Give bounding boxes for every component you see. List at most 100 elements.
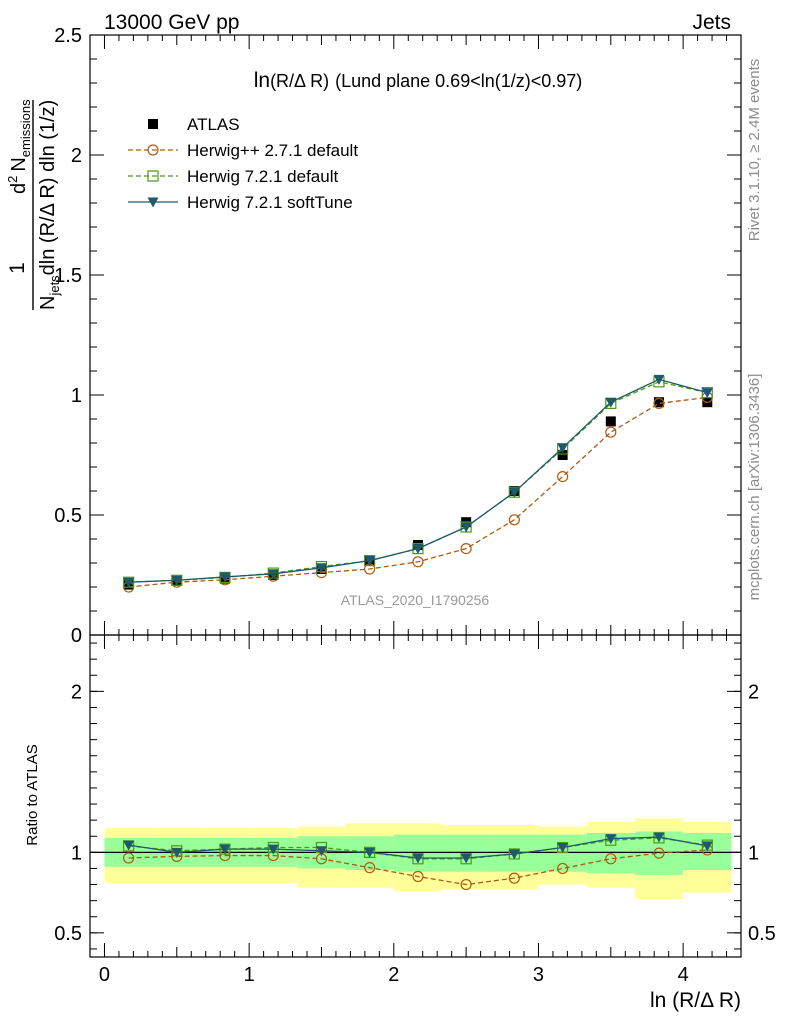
- ratio-point-soft: [219, 844, 231, 855]
- ratio-ytick-label-right: 1: [748, 842, 759, 864]
- mcplots-label: mcplots.cern.ch [arXiv:1306.3436]: [746, 374, 763, 601]
- main-point-herwigpp: [557, 471, 569, 483]
- main-ytick-label: 0.5: [54, 505, 82, 527]
- ratio-xtick-label: 1: [244, 964, 255, 986]
- ylabel-d: d: [8, 183, 30, 194]
- legend-label-atlas: ATLAS: [187, 115, 240, 134]
- ylabel-njets-n: N: [37, 296, 59, 310]
- ratio-ytick-label-right: 2: [748, 681, 759, 703]
- legend-label-h721: Herwig 7.2.1 default: [187, 167, 338, 186]
- ratio-ytick-label: 2: [71, 681, 82, 703]
- ratio-band-inner: [393, 834, 442, 872]
- ratio-frame: [89, 634, 742, 958]
- main-point-soft: [171, 575, 183, 586]
- plot-title-main: ln: [254, 69, 270, 92]
- ratio-point-herwigpp: [653, 847, 665, 859]
- ylabel-jets: jets: [47, 275, 62, 297]
- plot-title-sub: (R/Δ R): [270, 71, 329, 91]
- main-point-atlas: [557, 450, 568, 460]
- ratio-point-soft: [701, 841, 713, 852]
- plot-title: ln(R/Δ R) (Lund plane 0.69<ln(1/z)<0.97): [254, 69, 583, 92]
- ratio-ytick-label-right: 0.5: [748, 923, 776, 945]
- main-point-soft: [219, 572, 231, 583]
- ylabel-one: 1: [6, 262, 29, 274]
- main-ytick-label: 1.5: [54, 265, 82, 287]
- main-point-herwigpp: [508, 514, 520, 526]
- main-point-atlas: [605, 416, 616, 427]
- main-point-soft: [557, 443, 569, 454]
- main-point-soft: [460, 522, 472, 533]
- ratio-point-soft: [267, 844, 279, 855]
- ylabel-numerator: d2 Nemissions: [5, 99, 33, 194]
- ratio-point-soft: [315, 846, 327, 857]
- main-ytick-label: 0: [71, 625, 82, 647]
- ratio-band-inner: [441, 834, 491, 872]
- main-point-soft: [364, 556, 376, 567]
- main-ylabel: 1 d2 Nemissions Njetsdln (R/Δ R) dln (1/z…: [5, 99, 62, 310]
- legend-label-herwigpp: Herwig++ 2.7.1 default: [187, 141, 358, 160]
- ratio-point-soft: [460, 853, 472, 864]
- main-point-soft: [605, 397, 617, 408]
- analysis-watermark: ATLAS_2020_I1790256: [341, 592, 490, 608]
- main-ytick-label: 1: [71, 385, 82, 407]
- axes: 0 0.5 1 1.5 2 2.5 0 1 2 3 4 0.5 0.5 1 1 2 2: [54, 25, 776, 986]
- main-ytick-label: 2.5: [54, 25, 82, 47]
- ylabel-denominator: Njetsdln (R/Δ R) dln (1/z): [37, 100, 62, 310]
- ratio-point-herwigpp: [412, 870, 424, 883]
- main-point-soft: [412, 544, 424, 555]
- ratio-point-soft: [653, 832, 665, 843]
- ratio-ylabel: Ratio to ATLAS: [24, 744, 41, 845]
- ylabel-sup: 2: [5, 176, 20, 183]
- ratio-ytick-label: 1: [71, 842, 82, 864]
- legend-marker-herwigpp: [147, 144, 159, 156]
- rivet-label: Rivet 3.1.10, ≥ 2.4M events: [746, 59, 763, 242]
- ratio-band-inner: [538, 834, 587, 872]
- main-line-herwigpp: [128, 396, 708, 588]
- legend-marker-atlas: [148, 119, 158, 129]
- header-energy: 13000 GeV pp: [104, 11, 239, 34]
- header-jets: Jets: [692, 11, 731, 34]
- ratio-point-soft: [508, 849, 520, 860]
- ratio-xtick-label: 4: [678, 964, 689, 986]
- ratio-point-soft: [123, 840, 135, 851]
- main-point-soft: [267, 569, 279, 580]
- ratio-line-herwigpp: [128, 849, 708, 886]
- ratio-point-herwigpp: [364, 862, 376, 874]
- ratio-point-herwigpp: [557, 862, 569, 875]
- x-axis-label: ln (R/Δ R): [650, 989, 741, 1012]
- main-point-soft: [508, 487, 520, 498]
- ratio-ytick-label: 0.5: [54, 923, 82, 945]
- legend-marker-soft: [147, 197, 159, 208]
- series: [123, 374, 713, 891]
- main-point-soft: [315, 563, 327, 574]
- main-point-herwigpp: [653, 397, 665, 409]
- ratio-point-soft: [412, 853, 424, 864]
- ratio-point-herwigpp: [123, 852, 135, 864]
- ratio-point-soft: [171, 847, 183, 858]
- ratio-point-soft: [364, 847, 376, 858]
- main-point-atlas: [653, 397, 664, 408]
- ylabel-n: N: [8, 157, 30, 171]
- ratio-point-herwigpp: [460, 878, 472, 891]
- legend-label-soft: Herwig 7.2.1 softTune: [187, 193, 353, 212]
- ratio-point-herwigpp: [605, 853, 617, 865]
- legend: ATLAS Herwig++ 2.7.1 default Herwig 7.2.1 …: [128, 115, 358, 212]
- ratio-point-soft: [605, 834, 617, 845]
- ratio-point-soft: [557, 843, 569, 854]
- main-point-herwigpp: [412, 556, 424, 568]
- plot-title-tail: (Lund plane 0.69<ln(1/z)<0.97): [335, 71, 582, 91]
- ratio-point-herwigpp: [508, 872, 520, 884]
- ratio-xtick-label: 3: [533, 964, 544, 986]
- ylabel-emissions: emissions: [18, 99, 33, 157]
- main-point-soft: [123, 577, 135, 588]
- ratio-xtick-label: 0: [99, 964, 110, 986]
- ratio-xtick-label: 2: [388, 964, 399, 986]
- ratio-band-inner: [683, 833, 732, 871]
- main-point-herwigpp: [605, 426, 617, 438]
- main-point-soft: [653, 374, 665, 385]
- legend-marker-h721: [147, 170, 159, 182]
- main-point-herwigpp: [460, 542, 472, 555]
- main-ytick-label: 2: [71, 145, 82, 167]
- ylabel-den-tail: dln (R/Δ R) dln (1/z): [37, 100, 59, 276]
